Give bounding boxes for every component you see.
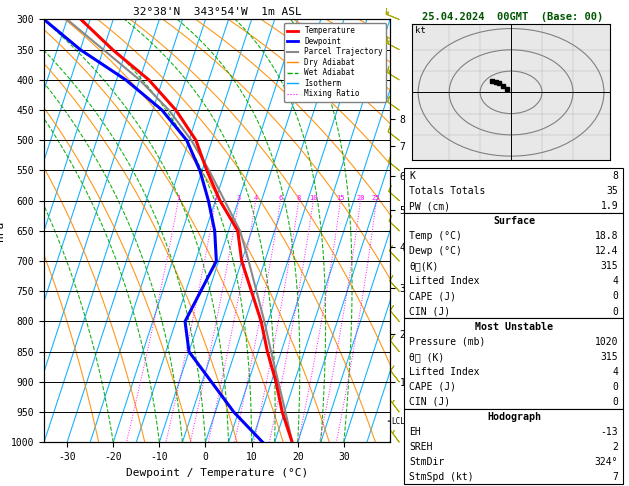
- Text: 4: 4: [253, 195, 258, 201]
- Text: 1: 1: [176, 195, 181, 201]
- Text: 0: 0: [613, 307, 618, 316]
- Text: K: K: [409, 171, 415, 181]
- Text: 315: 315: [601, 352, 618, 362]
- Text: StmSpd (kt): StmSpd (kt): [409, 472, 474, 482]
- Text: 18.8: 18.8: [595, 231, 618, 241]
- Text: 0: 0: [613, 292, 618, 301]
- Text: Most Unstable: Most Unstable: [475, 322, 553, 331]
- Title: 32°38'N  343°54'W  1m ASL: 32°38'N 343°54'W 1m ASL: [133, 7, 301, 17]
- Text: CAPE (J): CAPE (J): [409, 382, 457, 392]
- Text: Pressure (mb): Pressure (mb): [409, 337, 486, 347]
- Text: 0: 0: [613, 382, 618, 392]
- Text: 2: 2: [213, 195, 218, 201]
- Text: PW (cm): PW (cm): [409, 201, 450, 211]
- Text: 25.04.2024  00GMT  (Base: 00): 25.04.2024 00GMT (Base: 00): [422, 12, 603, 22]
- Text: 4: 4: [613, 277, 618, 286]
- Text: CAPE (J): CAPE (J): [409, 292, 457, 301]
- Text: StmDir: StmDir: [409, 457, 445, 467]
- Text: Lifted Index: Lifted Index: [409, 367, 480, 377]
- Text: Temp (°C): Temp (°C): [409, 231, 462, 241]
- Text: 20: 20: [356, 195, 365, 201]
- Text: 1020: 1020: [595, 337, 618, 347]
- Text: CIN (J): CIN (J): [409, 307, 450, 316]
- Y-axis label: km
ASL: km ASL: [422, 220, 440, 242]
- Text: 4: 4: [613, 367, 618, 377]
- X-axis label: Dewpoint / Temperature (°C): Dewpoint / Temperature (°C): [126, 468, 308, 478]
- Text: 324°: 324°: [595, 457, 618, 467]
- Text: Hodograph: Hodograph: [487, 412, 541, 422]
- Text: 0: 0: [613, 397, 618, 407]
- Text: 315: 315: [601, 261, 618, 271]
- Text: 1.9: 1.9: [601, 201, 618, 211]
- Text: 15: 15: [337, 195, 345, 201]
- Text: 7: 7: [613, 472, 618, 482]
- Text: 12.4: 12.4: [595, 246, 618, 256]
- Text: 10: 10: [309, 195, 318, 201]
- Text: -13: -13: [601, 427, 618, 437]
- Text: θᴄ(K): θᴄ(K): [409, 261, 439, 271]
- Text: 8: 8: [297, 195, 301, 201]
- Text: 35: 35: [606, 186, 618, 196]
- Text: 3: 3: [237, 195, 241, 201]
- Text: kt: kt: [415, 26, 426, 35]
- Text: 2: 2: [613, 442, 618, 452]
- Text: EH: EH: [409, 427, 421, 437]
- Text: 25: 25: [372, 195, 381, 201]
- Text: θᴄ (K): θᴄ (K): [409, 352, 445, 362]
- Text: 6: 6: [279, 195, 282, 201]
- Text: © weatheronline.co.uk: © weatheronline.co.uk: [456, 469, 569, 479]
- Text: Dewp (°C): Dewp (°C): [409, 246, 462, 256]
- Legend: Temperature, Dewpoint, Parcel Trajectory, Dry Adiabat, Wet Adiabat, Isotherm, Mi: Temperature, Dewpoint, Parcel Trajectory…: [284, 23, 386, 102]
- Text: LCL: LCL: [391, 417, 405, 426]
- Text: SREH: SREH: [409, 442, 433, 452]
- Y-axis label: hPa: hPa: [0, 221, 5, 241]
- Text: 8: 8: [613, 171, 618, 181]
- Text: Lifted Index: Lifted Index: [409, 277, 480, 286]
- Text: Totals Totals: Totals Totals: [409, 186, 486, 196]
- Text: CIN (J): CIN (J): [409, 397, 450, 407]
- Text: Surface: Surface: [493, 216, 535, 226]
